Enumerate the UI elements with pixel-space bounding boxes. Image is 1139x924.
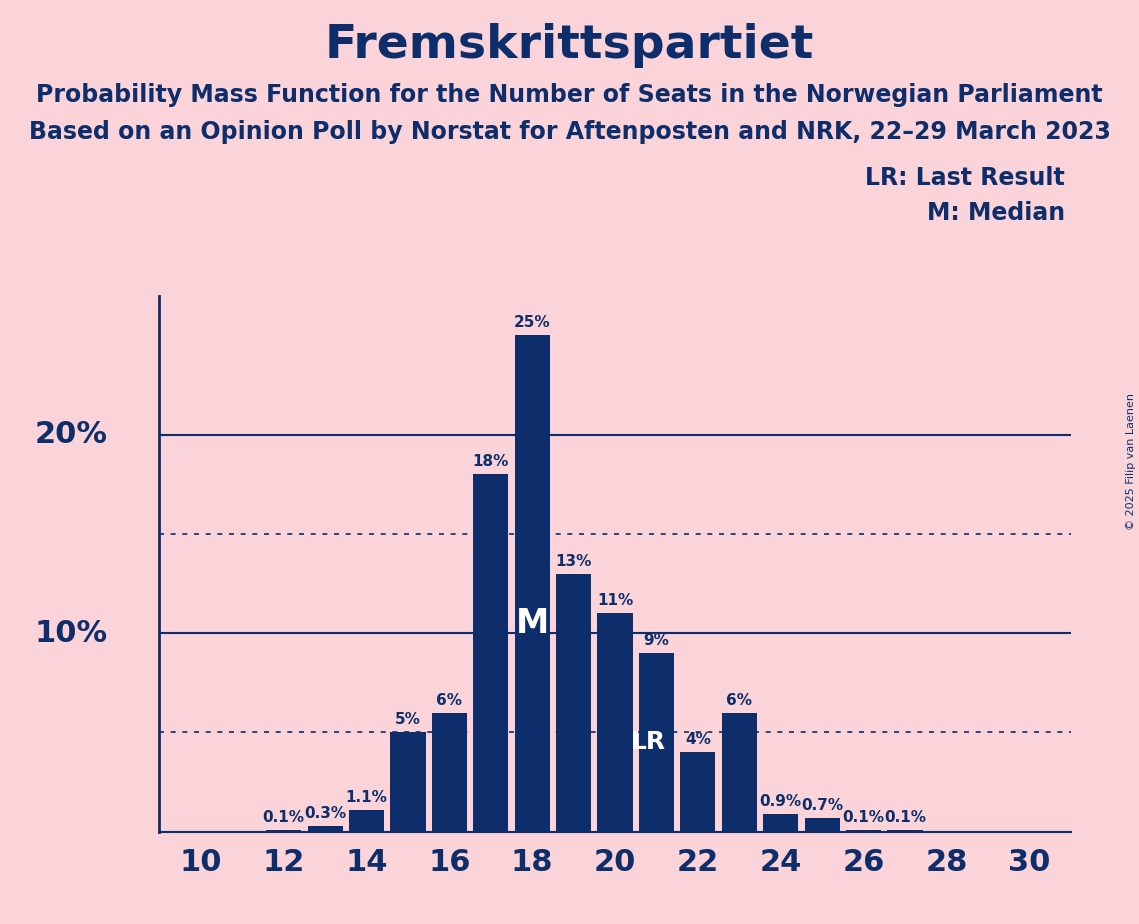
Bar (887, 830, 923, 832)
Text: Based on an Opinion Poll by Norstat for Aftenposten and NRK, 22–29 March 2023: Based on an Opinion Poll by Norstat for … (28, 120, 1111, 144)
Bar (804, 818, 839, 832)
Text: 4%: 4% (685, 732, 711, 748)
Bar (722, 712, 757, 832)
Text: 20%: 20% (34, 420, 107, 449)
Text: 0.1%: 0.1% (843, 809, 885, 824)
Bar (680, 752, 715, 832)
Text: 6%: 6% (727, 693, 753, 708)
Text: 1.1%: 1.1% (345, 790, 387, 805)
Bar (515, 335, 550, 832)
Text: 9%: 9% (644, 633, 670, 648)
Bar (267, 830, 302, 832)
Bar (639, 653, 674, 832)
Bar (308, 826, 343, 832)
Text: 18%: 18% (473, 455, 509, 469)
Text: M: M (516, 607, 549, 639)
Text: 0.9%: 0.9% (760, 794, 802, 808)
Text: 5%: 5% (395, 712, 421, 727)
Text: 0.7%: 0.7% (801, 797, 843, 813)
Bar (763, 814, 798, 832)
Bar (349, 809, 384, 832)
Text: M: Median: M: Median (927, 201, 1065, 225)
Bar (556, 574, 591, 832)
Text: 0.1%: 0.1% (884, 809, 926, 824)
Text: LR: Last Result: LR: Last Result (866, 166, 1065, 190)
Text: 6%: 6% (436, 693, 462, 708)
Text: © 2025 Filip van Laenen: © 2025 Filip van Laenen (1126, 394, 1136, 530)
Bar (432, 712, 467, 832)
Bar (473, 474, 508, 832)
Bar (391, 733, 426, 832)
Text: 0.1%: 0.1% (263, 809, 305, 824)
Text: 13%: 13% (556, 553, 592, 568)
Text: Fremskrittspartiet: Fremskrittspartiet (325, 23, 814, 68)
Text: Probability Mass Function for the Number of Seats in the Norwegian Parliament: Probability Mass Function for the Number… (36, 83, 1103, 107)
Text: 10%: 10% (34, 618, 107, 648)
Bar (598, 614, 632, 832)
Bar (846, 830, 882, 832)
Text: 25%: 25% (514, 315, 550, 331)
Text: 0.3%: 0.3% (304, 806, 346, 821)
Text: 11%: 11% (597, 593, 633, 608)
Text: LR: LR (631, 730, 666, 754)
